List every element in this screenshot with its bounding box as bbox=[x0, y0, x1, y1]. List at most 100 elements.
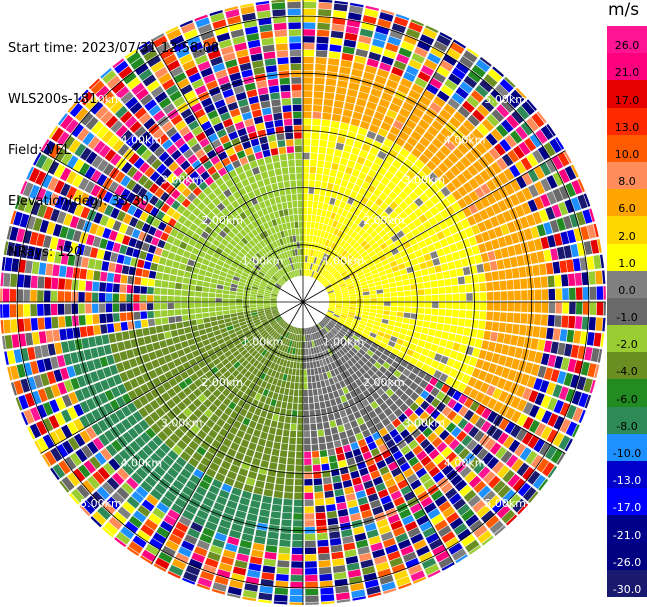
velocity-gate bbox=[156, 384, 166, 395]
velocity-gate bbox=[377, 18, 392, 29]
velocity-gate bbox=[540, 353, 550, 366]
velocity-gate bbox=[459, 466, 472, 478]
velocity-gate bbox=[309, 403, 315, 410]
velocity-gate bbox=[362, 429, 371, 438]
velocity-gate bbox=[428, 328, 436, 336]
velocity-gate bbox=[213, 329, 221, 336]
velocity-gate bbox=[355, 490, 367, 499]
velocity-gate bbox=[345, 493, 356, 502]
velocity-gate bbox=[282, 359, 288, 367]
velocity-gate bbox=[54, 251, 63, 264]
velocity-gate bbox=[436, 323, 444, 331]
velocity-gate bbox=[110, 120, 123, 133]
velocity-gate bbox=[108, 458, 121, 471]
velocity-gate bbox=[262, 107, 272, 116]
velocity-gate bbox=[403, 186, 413, 196]
velocity-gate bbox=[308, 194, 314, 201]
velocity-gate bbox=[185, 503, 198, 515]
velocity-gate bbox=[121, 393, 132, 405]
velocity-gate bbox=[324, 342, 330, 350]
velocity-gate bbox=[459, 293, 466, 301]
velocity-gate bbox=[274, 314, 281, 319]
velocity-gate bbox=[44, 290, 51, 302]
velocity-gate bbox=[304, 506, 314, 513]
velocity-gate bbox=[4, 335, 13, 349]
velocity-gate bbox=[364, 272, 372, 278]
velocity-gate bbox=[296, 341, 299, 349]
velocity-gate bbox=[224, 477, 235, 487]
velocity-gate bbox=[113, 374, 123, 385]
velocity-gate bbox=[278, 335, 283, 343]
velocity-gate bbox=[16, 304, 24, 317]
velocity-gate bbox=[362, 291, 370, 296]
velocity-gate bbox=[201, 302, 209, 308]
velocity-gate bbox=[50, 356, 59, 369]
velocity-gate bbox=[533, 238, 543, 251]
velocity-gate bbox=[92, 471, 105, 485]
velocity-gate bbox=[22, 182, 34, 197]
velocity-gate bbox=[540, 314, 548, 326]
range-ring-label: 2.00km bbox=[201, 214, 243, 227]
velocity-gate bbox=[330, 320, 337, 325]
velocity-gate bbox=[51, 127, 64, 142]
velocity-gate bbox=[366, 226, 374, 235]
velocity-gate bbox=[544, 445, 557, 460]
velocity-gate bbox=[341, 529, 353, 538]
velocity-gate bbox=[452, 414, 463, 425]
velocity-gate bbox=[281, 321, 287, 328]
velocity-gate bbox=[253, 255, 260, 262]
colorbar-segment bbox=[607, 189, 647, 217]
velocity-gate bbox=[36, 404, 48, 419]
velocity-gate bbox=[231, 523, 243, 533]
velocity-gate bbox=[116, 210, 127, 222]
velocity-gate bbox=[93, 212, 103, 224]
velocity-gate bbox=[258, 271, 265, 277]
velocity-gate bbox=[134, 107, 147, 120]
velocity-gate bbox=[158, 72, 172, 85]
velocity-gate bbox=[324, 263, 330, 270]
velocity-gate bbox=[263, 322, 270, 328]
velocity-gate bbox=[229, 309, 237, 314]
velocity-gate bbox=[297, 334, 300, 342]
velocity-gate bbox=[368, 238, 376, 247]
velocity-gate bbox=[533, 196, 545, 210]
velocity-gate bbox=[85, 195, 96, 208]
velocity-gate bbox=[362, 364, 370, 372]
range-ring-label: 2.00km bbox=[363, 376, 405, 389]
velocity-gate bbox=[445, 451, 457, 463]
velocity-gate bbox=[572, 258, 581, 272]
velocity-gate bbox=[411, 302, 418, 308]
velocity-gate bbox=[489, 442, 502, 455]
velocity-gate bbox=[354, 532, 367, 542]
velocity-gate bbox=[261, 279, 269, 284]
velocity-gate bbox=[143, 49, 158, 62]
velocity-gate bbox=[341, 437, 350, 446]
velocity-gate bbox=[93, 381, 104, 394]
velocity-gate bbox=[161, 317, 169, 325]
velocity-gate bbox=[515, 385, 526, 398]
velocity-gate bbox=[316, 331, 321, 338]
velocity-gate bbox=[408, 412, 419, 423]
velocity-gate bbox=[218, 275, 226, 281]
velocity-gate bbox=[195, 486, 207, 497]
velocity-gate bbox=[35, 170, 47, 186]
velocity-gate bbox=[582, 302, 590, 315]
velocity-gate bbox=[427, 432, 438, 443]
velocity-gate bbox=[285, 266, 290, 273]
velocity-gate bbox=[294, 270, 298, 277]
velocity-gate bbox=[481, 118, 495, 132]
velocity-gate bbox=[365, 360, 374, 369]
velocity-gate bbox=[4, 257, 13, 272]
velocity-gate bbox=[270, 306, 278, 309]
velocity-gate bbox=[197, 114, 209, 125]
velocity-gate bbox=[533, 165, 545, 180]
velocity-gate bbox=[474, 187, 485, 199]
velocity-gate bbox=[85, 116, 99, 130]
velocity-gate bbox=[287, 229, 292, 236]
velocity-gate bbox=[287, 354, 292, 361]
velocity-gate bbox=[146, 380, 156, 391]
velocity-gate bbox=[341, 310, 349, 314]
velocity-gate bbox=[281, 98, 292, 106]
velocity-gate bbox=[572, 407, 584, 422]
velocity-gate bbox=[329, 44, 342, 53]
